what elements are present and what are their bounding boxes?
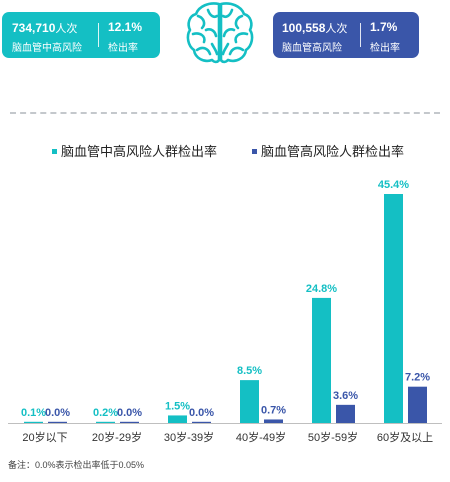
badge-divider (360, 23, 361, 47)
bar-moderate-high-5 (384, 194, 403, 423)
data-label: 8.5% (237, 365, 262, 377)
badge-rate-label: 检出率 (108, 43, 138, 54)
brain-icon (186, 2, 254, 64)
badge-rate: 12.1% (108, 20, 143, 34)
data-label: 3.6% (333, 390, 358, 402)
data-label: 45.4% (378, 179, 409, 191)
x-tick-label: 60岁及以上 (377, 430, 433, 444)
badge-rate-label: 检出率 (370, 43, 400, 54)
section-divider (10, 112, 440, 114)
legend-swatch-teal (52, 149, 57, 155)
bar-moderate-high-4 (312, 297, 331, 423)
legend-item-high: 脑血管高风险人群检出率 (252, 141, 404, 160)
data-label: 0.0% (45, 407, 70, 419)
legend-swatch-navy (252, 149, 257, 155)
bar-high-4 (336, 404, 355, 423)
data-label: 1.5% (165, 400, 190, 412)
bar-high-5 (408, 386, 427, 423)
data-label: 0.7% (261, 404, 286, 416)
x-tick-label: 40岁-49岁 (236, 430, 286, 444)
x-tick-label: 50岁-59岁 (308, 430, 358, 444)
badge-count-label: 脑血管高风险 (282, 43, 342, 54)
data-label: 0.2% (93, 407, 118, 419)
x-tick-label: 30岁-39岁 (164, 430, 214, 444)
data-label: 24.8% (306, 283, 337, 295)
data-label: 0.1% (21, 407, 46, 419)
bar-moderate-high-1 (96, 421, 115, 423)
x-tick-label: 20岁-29岁 (92, 430, 142, 444)
legend-item-moderate-high: 脑血管中高风险人群检出率 (52, 141, 217, 160)
data-label: 0.0% (189, 407, 214, 419)
badge-rate: 1.7% (370, 20, 398, 34)
badge-count-label: 脑血管中高风险 (12, 43, 82, 54)
bar-high-1 (120, 421, 139, 423)
data-label: 7.2% (405, 372, 430, 384)
badge-count: 100,558人次 (282, 21, 348, 35)
data-label: 0.0% (117, 407, 142, 419)
badge-moderate-high-risk: 734,710人次 脑血管中高风险 12.1% 检出率 (2, 12, 160, 58)
footnote: 备注：0.0%表示检出率低于0.05% (8, 460, 145, 470)
bar-high-3 (264, 419, 283, 423)
badge-high-risk: 100,558人次 脑血管高风险 1.7% 检出率 (273, 12, 419, 58)
bar-moderate-high-3 (240, 380, 259, 423)
badge-count: 734,710人次 (12, 21, 78, 35)
bar-moderate-high-0 (24, 421, 43, 423)
badge-divider (98, 23, 99, 47)
x-tick-label: 20岁以下 (22, 430, 67, 444)
bar-moderate-high-2 (168, 415, 187, 423)
bar-high-2 (192, 421, 211, 423)
bar-high-0 (48, 421, 67, 423)
